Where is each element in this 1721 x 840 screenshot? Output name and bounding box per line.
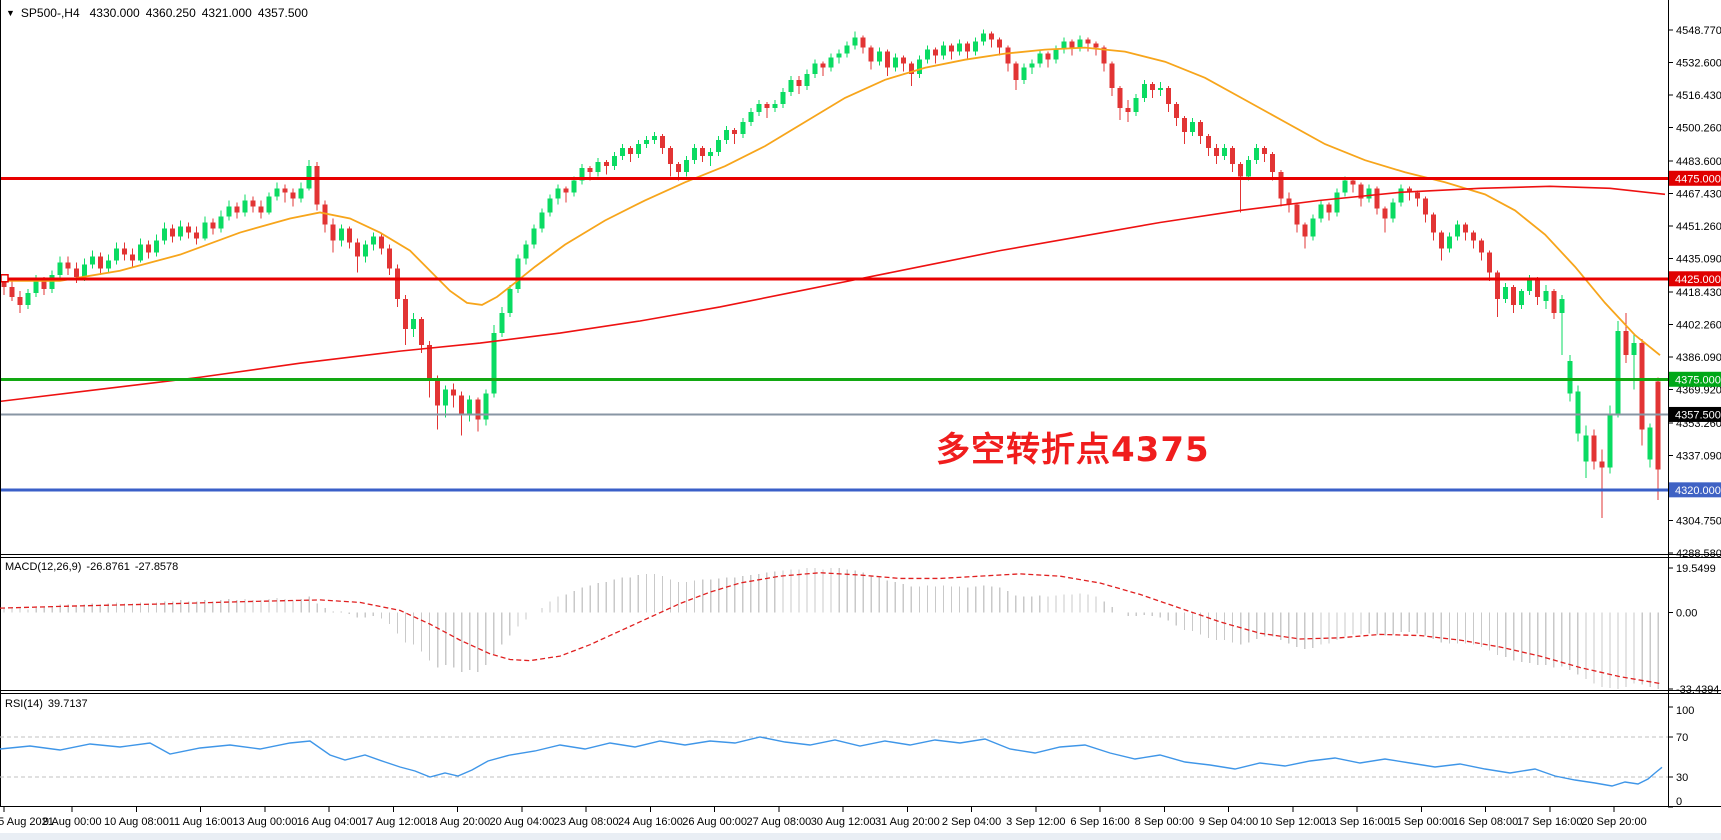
time-axis-label: 16 Aug 04:00: [297, 816, 362, 828]
time-axis-label: 31 Aug 20:00: [875, 816, 940, 828]
price-marker-badge: 4475.000: [1675, 173, 1721, 185]
annotation-text[interactable]: 多空转折点4375: [936, 430, 1210, 470]
ma-fast-line: [0, 46, 1661, 356]
time-axis-label: 27 Aug 08:00: [746, 816, 811, 828]
symbol-dropdown-icon[interactable]: ▼: [6, 7, 15, 18]
rsi-name: RSI(14): [5, 698, 43, 710]
price-axis[interactable]: 4548.770 4532.600 4516.430 4500.260 4483.600…: [1668, 25, 1721, 560]
time-axis-label: 8 Sep 00:00: [1135, 816, 1194, 828]
time-axis-label: 11 Aug 16:00: [169, 816, 233, 828]
time-axis-label: 9 Aug 00:00: [43, 816, 102, 828]
ma-slow-line: [0, 185, 1666, 403]
time-axis-label: 16 Sep 08:00: [1453, 816, 1518, 828]
time-axis-label: 13 Aug 00:00: [233, 816, 298, 828]
pane-borders: [0, 0, 1721, 807]
time-axis-label: 20 Sep 20:00: [1581, 816, 1646, 828]
price-tick-label: 4483.600: [1676, 156, 1721, 168]
chart-header: ▼ SP500-,H4 4330.000 4360.250 4321.000 4…: [6, 6, 308, 20]
price-tick-label: 4516.430: [1676, 90, 1721, 102]
macd-axis[interactable]: 19.5499 0.00 -33.4394: [1668, 563, 1719, 696]
rsi-axis-label: 30: [1676, 772, 1688, 784]
time-axis-label: 15 Sep 00:00: [1389, 816, 1454, 828]
macd-axis-label: -33.4394: [1676, 684, 1719, 696]
price-tick-label: 4304.750: [1676, 515, 1721, 527]
symbol-timeframe-label: SP500-,H4: [20, 6, 80, 20]
time-axis-label: 10 Sep 12:00: [1260, 816, 1325, 828]
macd-signal-value: -27.8578: [134, 561, 179, 573]
time-axis-label: 24 Aug 16:00: [618, 816, 683, 828]
price-tick-label: 4532.600: [1676, 58, 1721, 70]
quote-high: 4360.250: [145, 6, 196, 20]
time-axis-label: 26 Aug 00:00: [682, 816, 747, 828]
price-tick-label: 4418.430: [1676, 287, 1721, 299]
price-tick-label: 4548.770: [1676, 25, 1721, 37]
rsi-axis-label: 70: [1676, 732, 1688, 744]
time-axis-label: 6 Sep 16:00: [1070, 816, 1129, 828]
rsi-axis-label: 0: [1676, 796, 1682, 808]
price-marker-badge: 4357.500: [1675, 409, 1721, 421]
macd-main-value: -26.8761: [86, 561, 130, 573]
time-axis-label: 9 Sep 04:00: [1199, 816, 1258, 828]
macd-axis-label: 0.00: [1676, 608, 1697, 620]
quote-open: 4330.000: [89, 6, 140, 20]
quote-close: 4357.500: [257, 6, 308, 20]
time-axis-label: 3 Sep 12:00: [1006, 816, 1065, 828]
time-axis-label: 23 Aug 08:00: [554, 816, 619, 828]
time-axis-label: 30 Aug 12:00: [811, 816, 876, 828]
macd-signal-line: [0, 572, 1661, 685]
time-axis-label: 5 Aug 2021: [0, 816, 54, 828]
price-tick-label: 4337.090: [1676, 450, 1721, 462]
price-tick-label: 4402.260: [1676, 319, 1721, 331]
rsi-pane: [0, 736, 1668, 778]
rsi-value: 39.7137: [47, 698, 88, 710]
price-tick-label: 4467.430: [1676, 188, 1721, 200]
price-tick-label: 4288.580: [1676, 548, 1721, 560]
time-axis-label: 18 Aug 20:00: [425, 816, 490, 828]
candlestick-series: [1, 29, 1661, 518]
rsi-indicator-label: RSI(14) 39.7137: [5, 698, 93, 710]
window-bottom-strip: [0, 833, 1721, 840]
price-marker-badge: 4425.000: [1675, 274, 1721, 286]
macd-name: MACD(12,26,9): [5, 561, 82, 573]
price-tick-label: 4451.260: [1676, 221, 1721, 233]
time-axis-label: 17 Sep 16:00: [1517, 816, 1582, 828]
price-tick-label: 4386.090: [1676, 352, 1721, 364]
price-marker-badge: 4320.000: [1675, 485, 1721, 497]
time-axis-label: 20 Aug 04:00: [489, 816, 554, 828]
time-axis-label: 13 Sep 16:00: [1324, 816, 1389, 828]
price-marker-badge: 4375.000: [1675, 374, 1721, 386]
macd-axis-label: 19.5499: [1676, 563, 1716, 575]
macd-histogram: [3, 568, 1659, 689]
price-tick-label: 4369.920: [1676, 384, 1721, 396]
quote-low: 4321.000: [201, 6, 252, 20]
price-tick-label: 4500.260: [1676, 123, 1721, 135]
time-axis-label: 17 Aug 12:00: [361, 816, 426, 828]
rsi-line: [0, 736, 1663, 787]
price-tick-label: 4435.090: [1676, 253, 1721, 265]
price-marker-badges: 4475.000 4425.000 4375.000 4357.500 4320.000: [1669, 170, 1721, 498]
rsi-axis[interactable]: 100 70 30 0: [1668, 705, 1694, 808]
time-axis-label: 2 Sep 04:00: [942, 816, 1001, 828]
price-marker-lines[interactable]: [0, 176, 1668, 492]
rsi-axis-label: 100: [1676, 705, 1694, 717]
time-axis-label: 10 Aug 08:00: [104, 816, 169, 828]
macd-indicator-label: MACD(12,26,9) -26.8761 -27.8578: [5, 561, 183, 573]
